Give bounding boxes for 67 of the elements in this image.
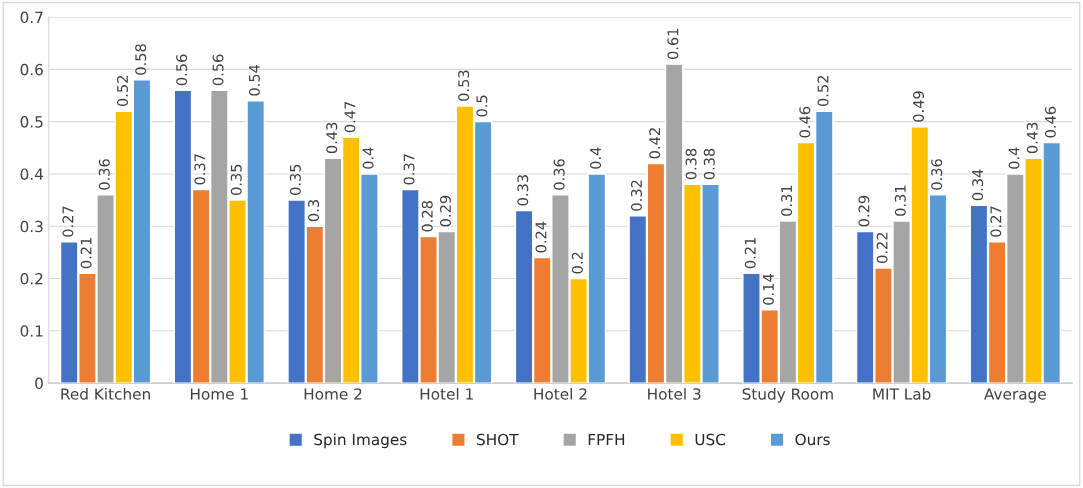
data-label: 0.22 (876, 232, 888, 263)
data-label: 0.36 (98, 159, 110, 190)
y-tick-label: 0.2 (20, 272, 43, 285)
data-label: 0.61 (667, 28, 679, 60)
data-label: 0.56 (212, 54, 224, 86)
data-label: 0.36 (553, 159, 565, 190)
y-tick-label: 0.1 (20, 325, 43, 337)
data-label: 0.28 (421, 201, 433, 232)
data-label: 0.36 (931, 159, 943, 190)
data-label: 0.29 (858, 195, 870, 227)
y-tick-label: 0 (35, 377, 43, 390)
data-label: 0.29 (439, 195, 451, 227)
data-label: 0.35 (230, 164, 242, 195)
data-label: 0.32 (630, 180, 643, 211)
data-label: 0.58 (135, 44, 147, 75)
data-label: 0.43 (1026, 122, 1038, 154)
data-label: 0.49 (912, 91, 925, 122)
x-tick-label: Hotel 2 (534, 387, 587, 400)
data-label: 0.31 (781, 185, 793, 216)
data-label: 0.52 (116, 76, 129, 107)
x-tick-label: Average (984, 388, 1046, 403)
data-label: 0.46 (799, 106, 811, 138)
data-label: 0.3 (308, 200, 320, 222)
x-tick-label: Home 2 (304, 388, 362, 400)
x-tick-label: Home 1 (190, 388, 248, 400)
data-label: 0.4 (362, 147, 374, 169)
data-label: 0.27 (990, 206, 1002, 237)
legend-label: USC (695, 433, 726, 446)
data-label: 0.33 (517, 175, 529, 206)
data-label: 0.24 (535, 221, 547, 253)
data-label: 0.27 (62, 206, 74, 237)
legend-label: SHOT (477, 433, 519, 446)
y-tick-label: 0.3 (20, 220, 43, 233)
y-tick-label: 0.5 (20, 116, 43, 128)
data-label: 0.38 (703, 148, 715, 180)
x-tick-label: Study Room (742, 387, 833, 403)
data-label: 0.47 (344, 101, 356, 133)
data-label: 0.43 (326, 122, 338, 154)
data-label: 0.21 (744, 237, 756, 269)
x-tick-label: Red Kitchen (61, 387, 150, 400)
data-label: 0.34 (972, 169, 984, 201)
y-tick-label: 0.4 (20, 168, 44, 180)
x-tick-label: Hotel 3 (648, 387, 701, 400)
data-label: 0.4 (1008, 147, 1020, 169)
data-label: 0.46 (1044, 106, 1056, 138)
y-tick-label: 0.6 (20, 63, 43, 76)
data-label: 0.54 (248, 64, 260, 96)
data-label: 0.31 (894, 185, 906, 216)
x-tick-label: MIT Lab (873, 387, 931, 400)
data-label: 0.4 (590, 147, 602, 169)
data-label: 0.38 (685, 148, 697, 180)
data-label: 0.42 (649, 128, 661, 159)
legend-label: Ours (795, 433, 830, 446)
data-label: 0.21 (80, 237, 92, 269)
data-label: 0.52 (817, 76, 829, 107)
data-label: 0.14 (762, 274, 774, 305)
data-label: 0.53 (458, 70, 470, 101)
legend-label: FPFH (588, 433, 625, 446)
x-tick-label: Hotel 1 (420, 387, 473, 400)
data-label: 0.35 (289, 164, 301, 195)
data-label: 0.56 (176, 54, 188, 86)
data-label: 0.2 (571, 252, 583, 274)
legend-label: Spin Images (314, 433, 407, 449)
data-label: 0.37 (403, 154, 415, 185)
y-tick-label: 0.7 (20, 11, 43, 24)
data-label: 0.37 (194, 154, 206, 185)
data-label: 0.5 (476, 95, 488, 117)
